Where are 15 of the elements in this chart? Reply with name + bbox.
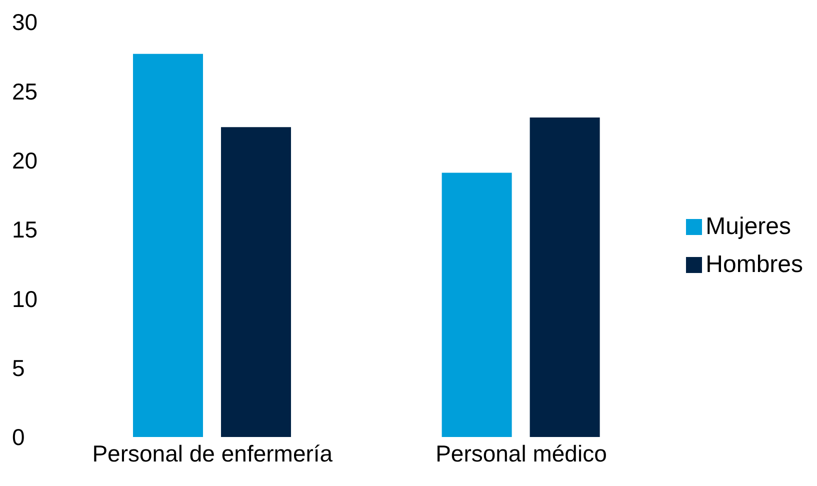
y-tick-label: 25 — [12, 78, 38, 104]
y-tick-label: 0 — [12, 424, 25, 450]
y-tick-label: 30 — [12, 9, 38, 36]
y-tick-label: 10 — [12, 286, 38, 312]
x-tick-label: Personal médico — [436, 440, 607, 466]
bar — [133, 54, 203, 437]
bar — [221, 127, 291, 437]
bar — [530, 117, 600, 437]
y-tick-label: 20 — [12, 148, 38, 174]
bar — [442, 172, 512, 437]
y-tick-label: 15 — [12, 216, 38, 243]
legend-label: Mujeres — [706, 212, 791, 240]
x-tick-label: Personal de enfermería — [92, 440, 333, 466]
y-tick-label: 5 — [12, 355, 25, 381]
legend-label: Hombres — [706, 250, 803, 278]
